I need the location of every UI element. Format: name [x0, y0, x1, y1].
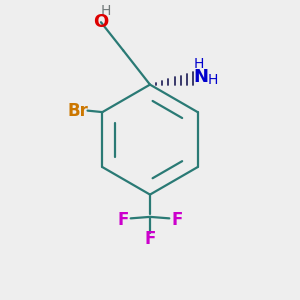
Text: F: F — [118, 211, 129, 229]
Text: N: N — [193, 68, 208, 86]
Text: H: H — [208, 73, 218, 87]
Text: H: H — [100, 4, 111, 18]
Text: F: F — [171, 211, 182, 229]
Text: H: H — [194, 57, 204, 71]
Text: O: O — [93, 13, 109, 31]
Text: F: F — [144, 230, 156, 248]
Text: Br: Br — [67, 102, 88, 120]
